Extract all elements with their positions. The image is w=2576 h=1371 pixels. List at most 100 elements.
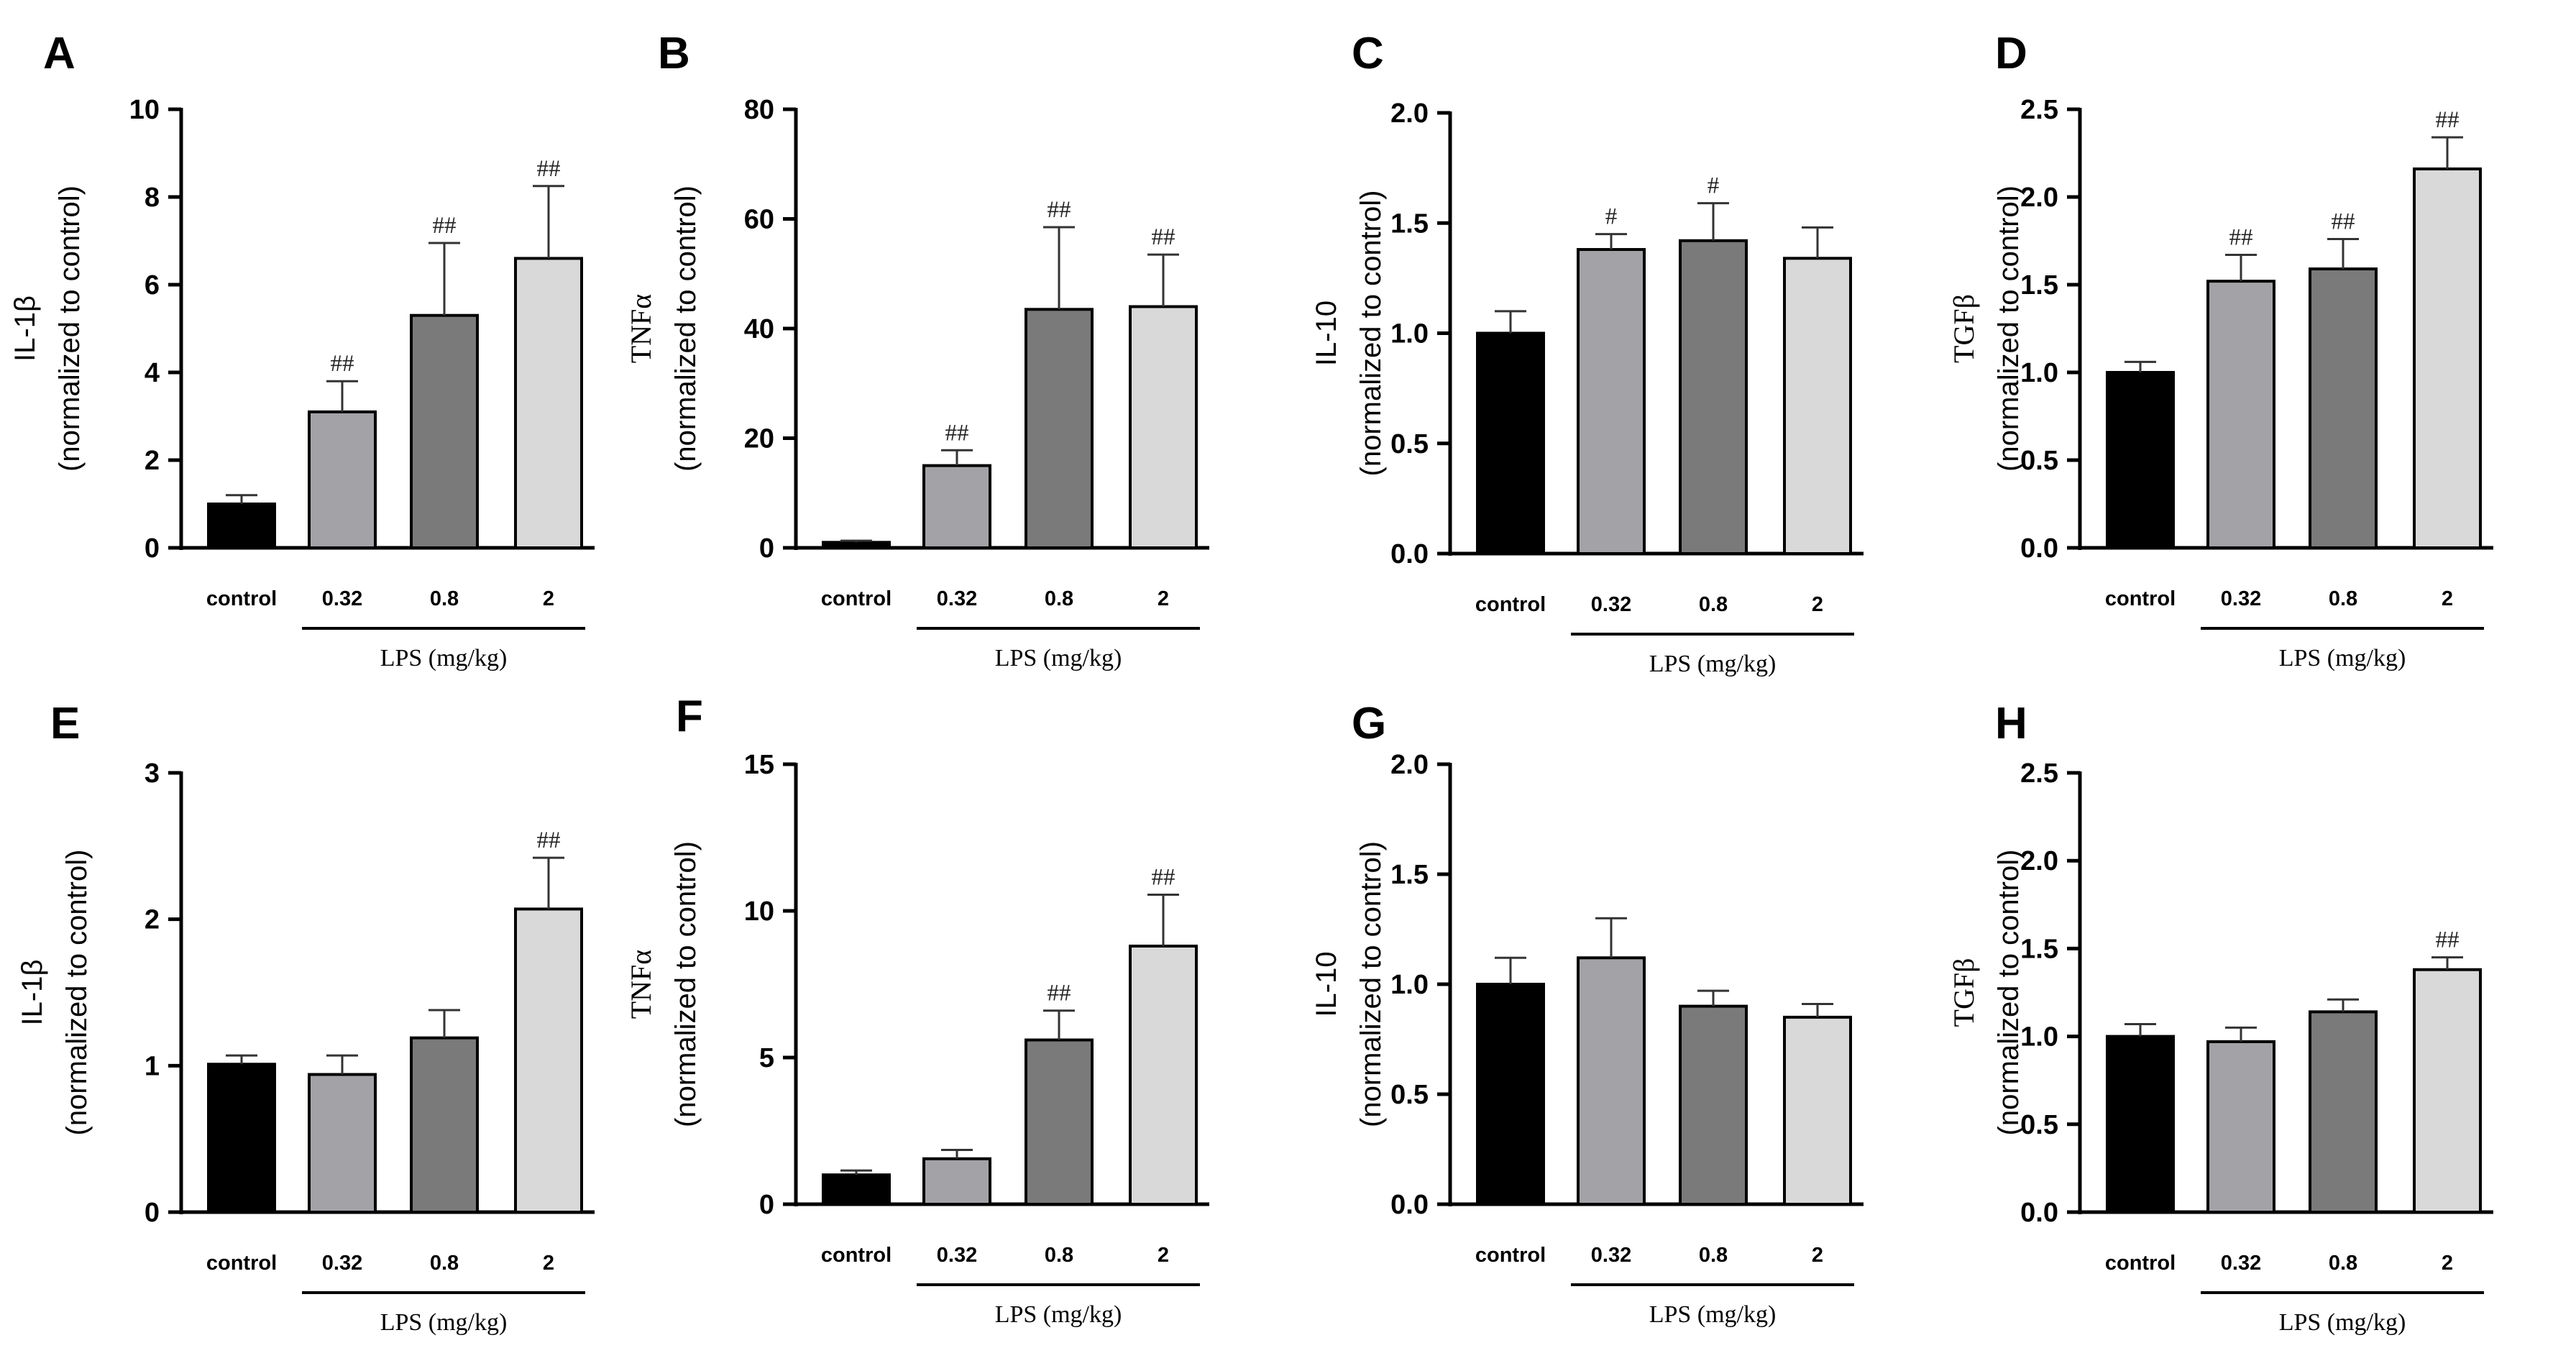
y-tick-label: 0.5 [2020, 446, 2058, 476]
bar [2106, 1035, 2175, 1214]
bar [410, 313, 479, 549]
bar [207, 1063, 276, 1214]
x-tick-label: 0.32 [1591, 1244, 1631, 1267]
panel-letter: B [658, 29, 690, 78]
y-tick-label: 0.5 [1390, 1080, 1429, 1110]
y-axis-title: IL-1β [17, 960, 48, 1026]
panel-letter: A [43, 29, 75, 78]
group-label: LPS (mg/kg) [2279, 645, 2406, 671]
panel-e: E 0 1 2 3 IL-1β (normalized to control) control… [17, 699, 595, 1336]
y-axis-label: IL-1β (normalized to control) [9, 185, 86, 472]
y-axis-subtitle: (normalized to control) [670, 185, 702, 472]
x-tick-label: control [206, 1252, 277, 1275]
significance-label: ## [1048, 197, 1071, 223]
y-tick-label: 1.0 [2020, 1022, 2058, 1053]
y-axis-label: IL-1β (normalized to control) [17, 850, 93, 1136]
x-tick-label: 2 [1812, 1244, 1823, 1267]
y-tick-label: 2 [145, 905, 160, 935]
panel-a: A 0 2 4 6 8 10 IL-1β (normalized to control) cont… [9, 29, 595, 671]
y-tick-label: 80 [744, 95, 774, 125]
bar [514, 907, 583, 1214]
y-tick-label: 0.5 [2020, 1110, 2058, 1140]
panel-d: D 0.0 0.5 1.0 1.5 2.0 2.5 TGFβ (normalized to co… [1948, 29, 2493, 671]
group-label: LPS (mg/kg) [1649, 651, 1777, 677]
x-tick-label: 2 [1158, 1244, 1169, 1267]
y-tick-label: 0.0 [2020, 533, 2058, 564]
y-axis-subtitle: (normalized to control) [1993, 185, 2025, 472]
y-axis-title: TNFα [625, 294, 657, 364]
bar [922, 464, 991, 549]
group-label: LPS (mg/kg) [995, 645, 1122, 671]
panel-letter: D [1995, 29, 2027, 78]
y-tick-label: 0 [145, 1198, 160, 1228]
y-axis-subtitle: (normalized to control) [1355, 191, 1387, 477]
y-axis-label: TNFα (normalized to control) [625, 841, 702, 1127]
y-tick-label: 0 [145, 533, 160, 564]
x-tick-label: 2 [543, 1252, 554, 1275]
y-axis-label: TGFβ (normalized to control) [1948, 850, 2025, 1136]
x-tick-label: control [2105, 1252, 2176, 1275]
significance-label: ## [537, 156, 561, 182]
x-tick-label: 0.8 [2329, 587, 2357, 610]
bar [1679, 1004, 1748, 1206]
bar [1025, 308, 1094, 549]
bar [1129, 305, 1198, 549]
bar [1679, 239, 1748, 555]
y-tick-label: 0 [759, 1190, 774, 1220]
y-tick-label: 1.5 [2020, 934, 2058, 964]
y-tick-label: 2.0 [1390, 98, 1429, 129]
significance-label: ## [945, 420, 969, 446]
y-tick-label: 1.5 [2020, 270, 2058, 301]
panel-h: H 0.0 0.5 1.0 1.5 2.0 2.5 TGFβ (normalized to co… [1948, 699, 2493, 1336]
x-tick-label: control [1475, 593, 1546, 616]
significance-label: ## [2436, 107, 2460, 133]
bar [2106, 371, 2175, 549]
y-tick-label: 1.5 [1390, 208, 1429, 239]
y-axis-title: IL-10 [1311, 301, 1342, 366]
x-tick-label: control [1475, 1244, 1546, 1267]
x-tick-label: 2 [2442, 587, 2453, 610]
panel-letter: C [1352, 29, 1384, 78]
x-tick-label: control [206, 587, 277, 610]
x-tick-label: 0.8 [1045, 587, 1073, 610]
y-tick-label: 10 [129, 95, 160, 125]
y-tick-label: 2.5 [2020, 95, 2058, 125]
panel-letter: H [1995, 699, 2027, 748]
y-tick-label: 2.0 [2020, 846, 2058, 876]
bar [2206, 280, 2275, 549]
x-tick-label: 0.32 [937, 1244, 977, 1267]
y-tick-label: 6 [145, 270, 160, 301]
y-axis-title: TGFβ [1948, 958, 1980, 1027]
x-tick-label: 0.32 [1591, 593, 1631, 616]
x-tick-label: 2 [1812, 593, 1823, 616]
y-tick-label: 1.0 [1390, 319, 1429, 349]
significance-label: # [1605, 204, 1618, 230]
bar [308, 410, 377, 550]
panel-g: G 0.0 0.5 1.0 1.5 2.0 IL-10 (normalized to cont… [1311, 699, 1864, 1328]
x-tick-label: 0.32 [937, 587, 977, 610]
bar [2413, 968, 2482, 1214]
bar [1577, 956, 1646, 1206]
panel-c: C 0.0 0.5 1.0 1.5 2.0 IL-10 (normalized to cont… [1311, 29, 1864, 677]
y-axis-label: IL-10 (normalized to control) [1311, 841, 1387, 1127]
y-tick-label: 0 [759, 533, 774, 564]
y-axis-subtitle: (normalized to control) [670, 841, 702, 1127]
bar [922, 1157, 991, 1206]
y-tick-label: 4 [145, 358, 160, 388]
bar [1783, 1015, 1852, 1206]
y-axis-title: TNFα [625, 950, 657, 1019]
y-tick-label: 0.0 [2020, 1198, 2058, 1228]
significance-label: ## [1048, 981, 1071, 1007]
y-axis-title: IL-10 [1311, 951, 1342, 1017]
panel-letter: G [1352, 699, 1386, 748]
bar [2309, 267, 2378, 549]
y-tick-label: 20 [744, 424, 774, 454]
x-tick-label: control [821, 1244, 891, 1267]
significance-label: ## [1152, 865, 1175, 891]
y-tick-label: 40 [744, 314, 774, 344]
bar [2206, 1040, 2275, 1214]
significance-label: ## [1152, 224, 1175, 250]
bar [410, 1036, 479, 1214]
significance-label: ## [537, 827, 561, 853]
